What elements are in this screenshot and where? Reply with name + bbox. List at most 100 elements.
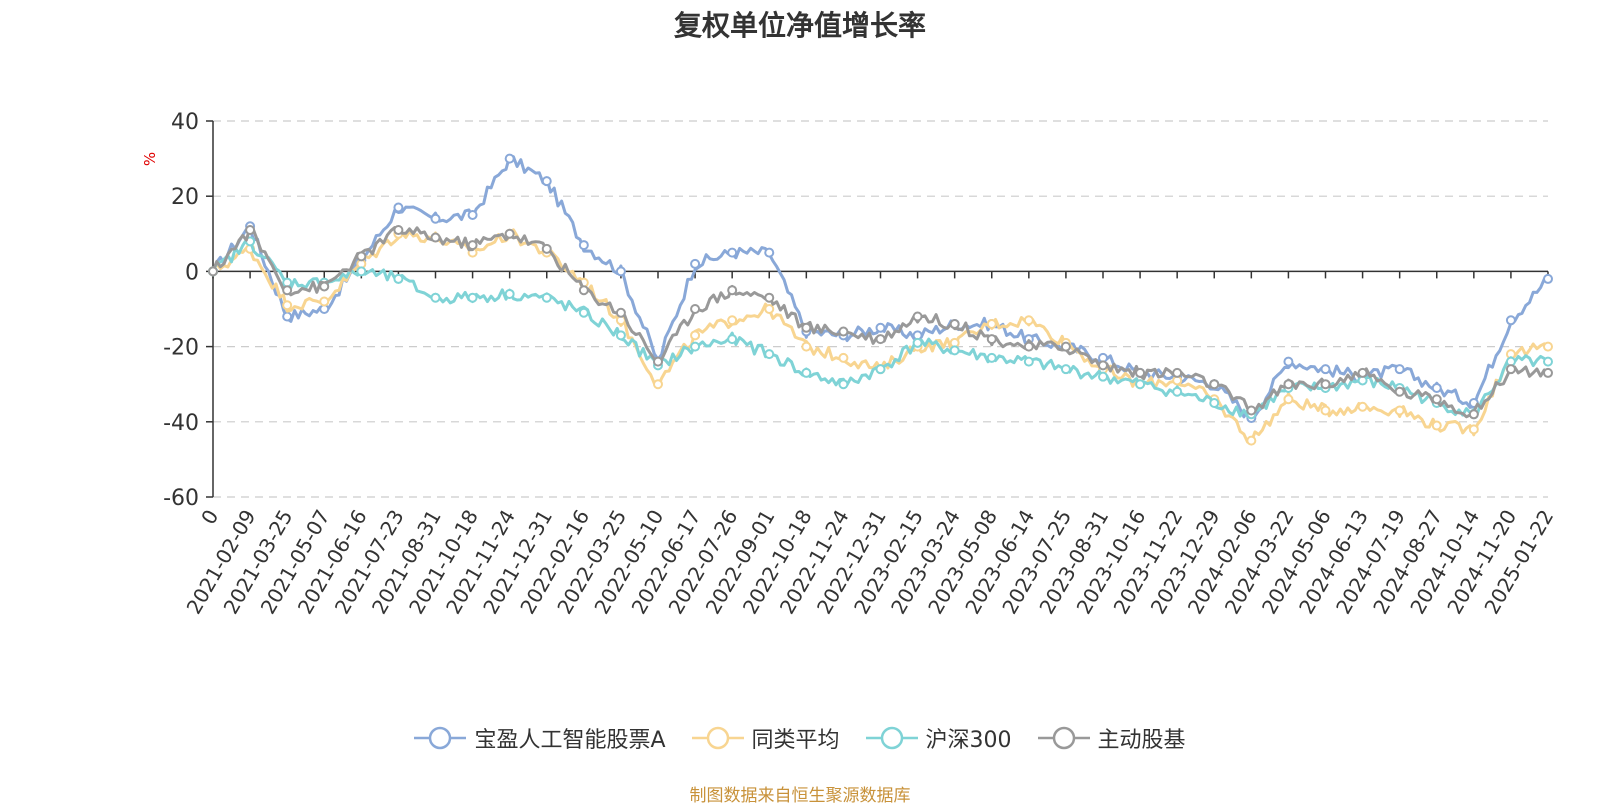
series-point xyxy=(1172,367,1183,378)
y-tick-label: -60 xyxy=(163,486,199,511)
series-point xyxy=(690,258,701,269)
series-point xyxy=(912,337,923,348)
series-point xyxy=(690,304,701,314)
series-point xyxy=(1543,341,1553,352)
series-point xyxy=(1394,405,1405,416)
series-point xyxy=(319,296,330,307)
y-tick-label: -20 xyxy=(163,336,199,361)
legend-marker-icon xyxy=(691,726,744,750)
series-point xyxy=(430,213,441,224)
series-point xyxy=(578,307,589,318)
series-point xyxy=(838,379,849,390)
series-point xyxy=(615,266,626,277)
series-point xyxy=(578,285,589,296)
chart-title: 复权单位净值增长率 xyxy=(673,9,926,42)
series-point xyxy=(393,225,404,236)
legend: 宝盈人工智能股票A 同类平均 沪深300 主动股基 xyxy=(0,722,1600,754)
series-point xyxy=(282,300,293,311)
series-point xyxy=(764,247,775,258)
series-point xyxy=(838,326,849,337)
series-point xyxy=(986,319,997,330)
series-point xyxy=(690,341,701,352)
series-point xyxy=(1135,379,1146,390)
series-point xyxy=(504,228,515,239)
series-point xyxy=(1098,360,1108,371)
series-point xyxy=(282,311,293,322)
series-point xyxy=(1172,386,1183,397)
series-point xyxy=(1394,386,1405,397)
series-point xyxy=(1543,356,1553,367)
legend-item[interactable]: 宝盈人工智能股票A xyxy=(414,722,666,754)
series-point xyxy=(430,232,441,243)
series-point xyxy=(727,334,738,345)
series-point xyxy=(430,292,441,303)
series-point xyxy=(541,176,552,187)
series-point xyxy=(1431,420,1442,431)
series-point xyxy=(801,341,812,352)
y-tick-label: -40 xyxy=(163,411,199,436)
series-point xyxy=(578,240,589,251)
series-point xyxy=(986,352,997,363)
series-point xyxy=(1543,273,1553,284)
series-point xyxy=(1060,364,1071,375)
series-layer xyxy=(208,153,1553,446)
series-point xyxy=(1283,394,1294,405)
series-point xyxy=(801,367,812,378)
series-point xyxy=(1505,364,1516,375)
legend-item[interactable]: 主动股基 xyxy=(1037,722,1186,754)
legend-label: 主动股基 xyxy=(1097,728,1186,753)
series-point xyxy=(1023,341,1034,352)
series-point xyxy=(1320,379,1331,390)
series-point xyxy=(1135,367,1146,378)
legend-item[interactable]: 同类平均 xyxy=(691,722,840,754)
legend-marker-icon xyxy=(414,726,467,750)
series-point xyxy=(1209,398,1220,408)
series-point xyxy=(690,330,701,341)
series-point xyxy=(1246,435,1257,446)
series-point xyxy=(653,356,663,367)
series-point xyxy=(393,273,404,284)
series-point xyxy=(986,334,997,345)
legend-label: 同类平均 xyxy=(751,728,840,753)
series-point xyxy=(875,322,886,333)
series-point xyxy=(245,225,256,236)
series-point xyxy=(1357,401,1368,412)
source-note: 制图数据来自恒生聚源数据库 xyxy=(689,786,911,806)
y-tick-label: 0 xyxy=(185,260,199,285)
series-point xyxy=(1320,364,1331,375)
series-point xyxy=(727,315,738,326)
x-tick-label: 0 xyxy=(196,506,223,529)
series-point xyxy=(1060,341,1071,352)
series-point xyxy=(356,266,367,277)
series-point xyxy=(949,345,960,356)
series-point xyxy=(875,334,886,345)
series-point xyxy=(615,307,626,318)
series-point xyxy=(208,266,218,277)
series-point xyxy=(838,352,849,363)
series-point xyxy=(319,281,330,292)
series-point xyxy=(393,202,404,213)
series-point xyxy=(801,322,812,333)
legend-marker-icon xyxy=(865,726,918,750)
series-point xyxy=(764,292,775,303)
legend-item[interactable]: 沪深300 xyxy=(865,722,1012,754)
series-point xyxy=(1468,424,1479,435)
series-point xyxy=(727,285,738,296)
series-point xyxy=(504,288,515,299)
series-point xyxy=(1283,356,1294,367)
series-point xyxy=(1209,379,1220,390)
series-point xyxy=(356,251,367,262)
y-tick-label: 40 xyxy=(171,110,199,135)
series-point xyxy=(1283,379,1294,390)
series-point xyxy=(1431,394,1442,405)
series-point xyxy=(1357,367,1368,378)
series-point xyxy=(615,330,626,341)
series-point xyxy=(912,311,923,322)
series-line xyxy=(211,154,1549,422)
series-point xyxy=(467,240,478,251)
series-point xyxy=(1098,371,1108,382)
series-point xyxy=(1023,315,1034,326)
gridlines xyxy=(213,120,1548,498)
legend-label: 宝盈人工智能股票A xyxy=(474,728,666,753)
